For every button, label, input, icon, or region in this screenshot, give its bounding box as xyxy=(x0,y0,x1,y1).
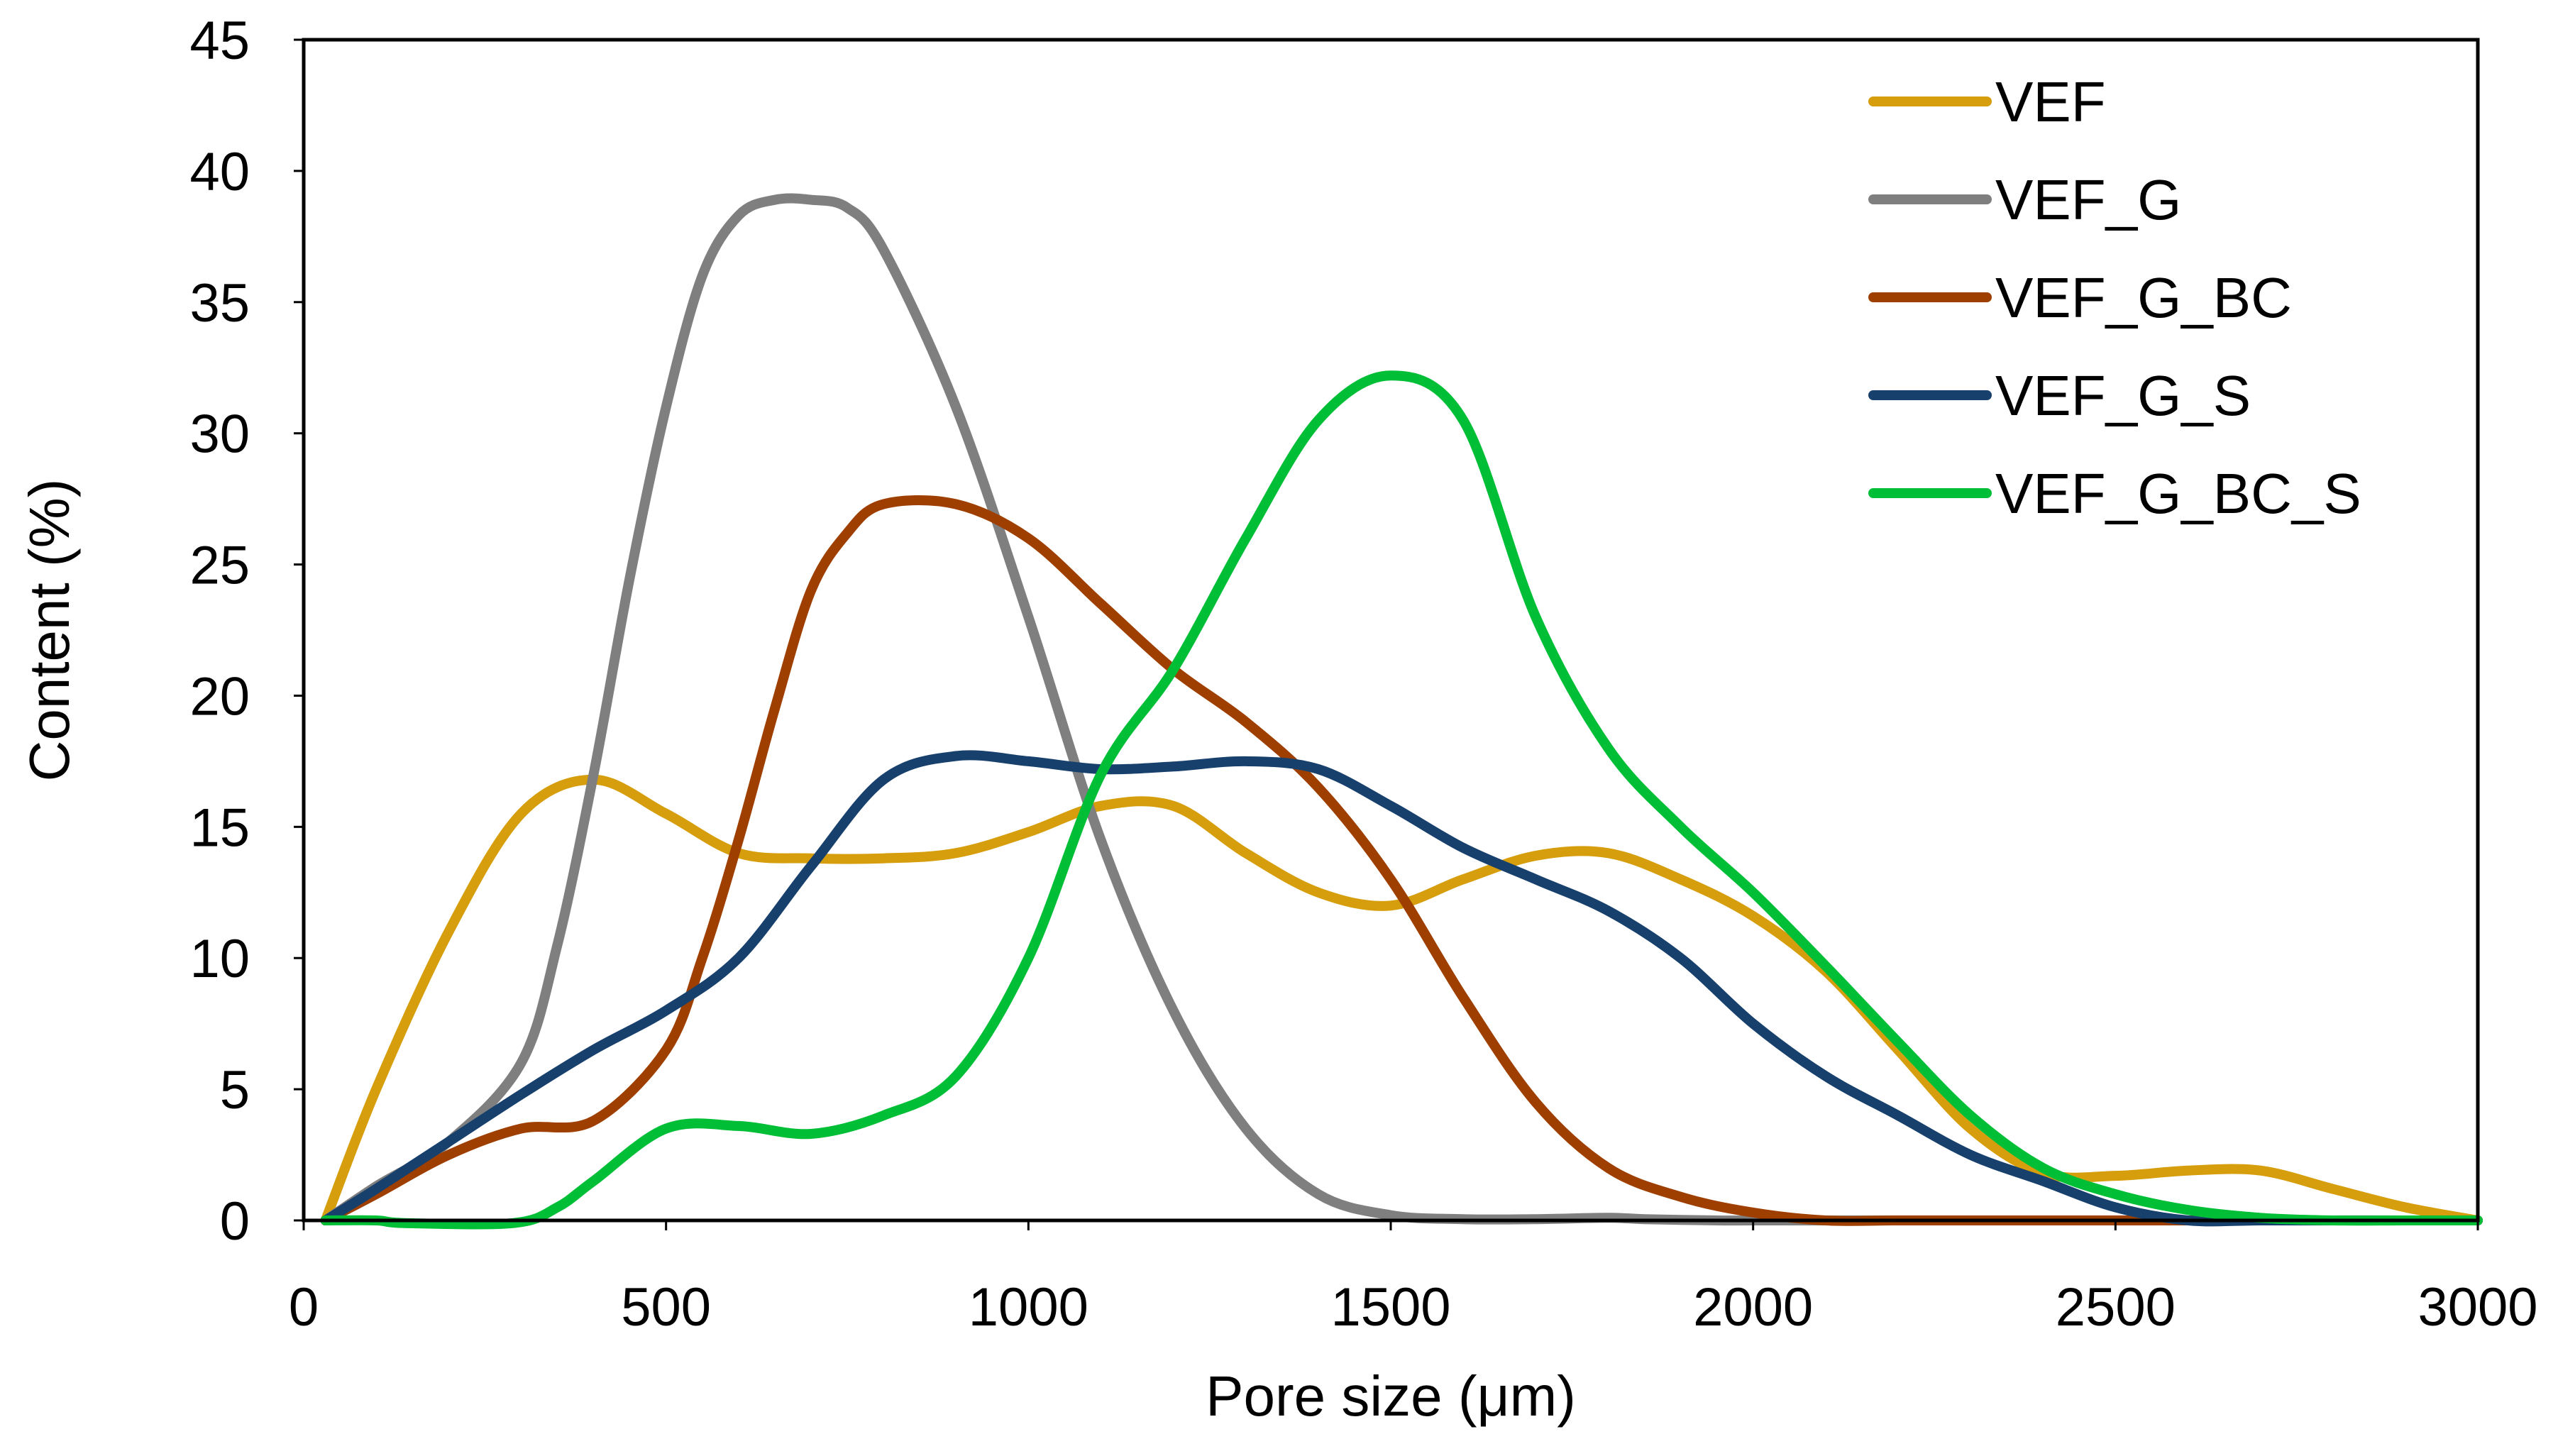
x-tick-label: 1500 xyxy=(1330,1277,1450,1338)
y-axis-title: Content (%) xyxy=(18,479,81,782)
x-tick-label: 2000 xyxy=(1693,1277,1813,1338)
y-tick-label: 0 xyxy=(220,1191,250,1252)
series-line-vef-g-bc-s xyxy=(320,370,2483,1230)
y-tick-label: 15 xyxy=(189,798,250,858)
y-tick-label: 20 xyxy=(189,666,250,727)
legend-label: VEF_G_S xyxy=(1995,364,2251,427)
x-tick-label: 2500 xyxy=(2056,1277,2176,1338)
y-tick-label: 35 xyxy=(189,273,250,333)
x-tick-label: 1000 xyxy=(969,1277,1088,1338)
legend-label: VEF_G_BC_S xyxy=(1995,462,2361,525)
series-line-vef xyxy=(320,774,2483,1225)
x-tick-label: 0 xyxy=(289,1277,319,1338)
legend: VEF VEF_G VEF_G_BC VEF_G_S VEF_G_BC_S xyxy=(1868,70,2361,525)
series-line-vef-g-s xyxy=(320,750,2483,1227)
y-tick-label: 25 xyxy=(189,536,250,596)
legend-label: VEF_G_BC xyxy=(1995,266,2292,329)
series-layer xyxy=(320,193,2483,1230)
x-tick-label: 3000 xyxy=(2418,1277,2537,1338)
y-tick-label: 10 xyxy=(189,929,250,989)
y-tick-label: 40 xyxy=(189,142,250,202)
x-axis-title: Pore size (μm) xyxy=(1206,1364,1576,1428)
legend-label: VEF xyxy=(1995,70,2106,133)
x-tick-label: 500 xyxy=(621,1277,711,1338)
y-tick-label: 30 xyxy=(189,404,250,465)
y-axis-ticks: 0 5 10 15 20 25 30 35 40 45 xyxy=(189,11,304,1252)
x-axis-ticks: 0 500 1000 1500 2000 2500 3000 xyxy=(289,1220,2538,1338)
legend-label: VEF_G xyxy=(1995,168,2181,231)
y-tick-label: 5 xyxy=(220,1060,250,1120)
y-tick-label: 45 xyxy=(189,11,250,71)
